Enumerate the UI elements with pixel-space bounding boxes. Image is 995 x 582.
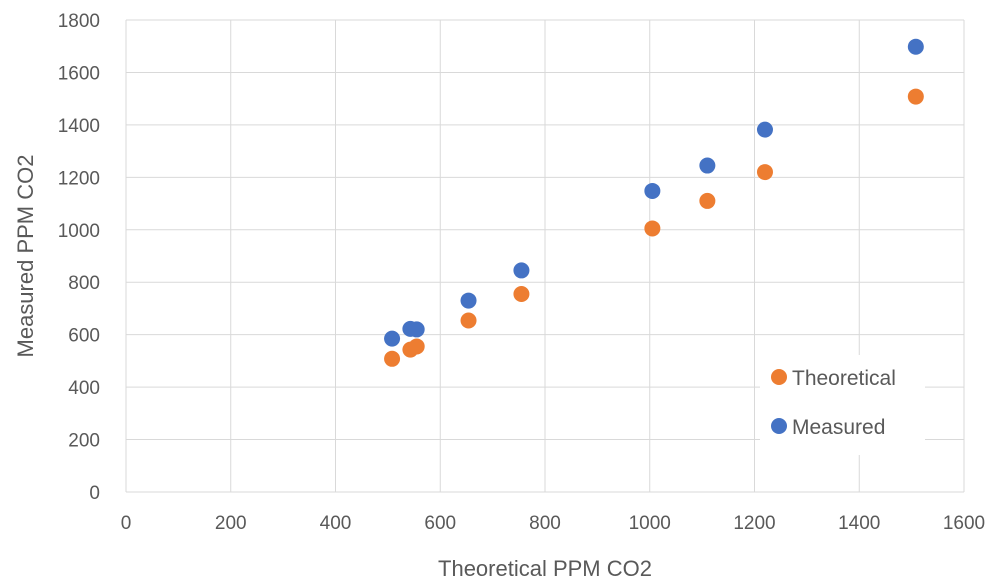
point-measured (644, 182, 661, 199)
x-tick-label: 800 (529, 513, 561, 534)
x-tick-label: 200 (215, 513, 247, 534)
point-theoretical (756, 164, 773, 181)
legend-marker-theoretical (771, 369, 787, 385)
x-tick-label: 0 (121, 513, 132, 534)
x-tick-label: 600 (424, 513, 456, 534)
point-theoretical (408, 338, 425, 355)
y-tick-label: 1200 (58, 168, 100, 189)
y-tick-label: 1400 (58, 116, 100, 137)
point-measured (513, 262, 530, 279)
y-tick-label: 200 (68, 431, 100, 452)
y-tick-label: 1600 (58, 63, 100, 84)
point-theoretical (513, 286, 530, 303)
point-measured (756, 121, 773, 138)
point-theoretical (644, 220, 661, 237)
data-points (384, 38, 924, 367)
point-theoretical (699, 192, 716, 209)
y-axis-ticks: 0 200 400 600 800 1000 1200 1400 1600 1800 (58, 11, 100, 504)
point-measured (460, 292, 477, 309)
y-tick-label: 0 (89, 483, 100, 504)
x-tick-label: 400 (320, 513, 352, 534)
legend-label-theoretical: Theoretical (792, 367, 896, 390)
y-tick-label: 1800 (58, 11, 100, 32)
y-tick-label: 800 (68, 273, 100, 294)
y-tick-label: 600 (68, 326, 100, 347)
x-axis-title: Theoretical PPM CO2 (438, 556, 652, 581)
x-tick-label: 1600 (943, 513, 985, 534)
grid (125, 19, 965, 493)
legend: Theoretical Measured (760, 355, 925, 455)
y-tick-label: 1000 (58, 221, 100, 242)
legend-background (760, 355, 925, 455)
legend-marker-measured (771, 418, 787, 434)
point-theoretical (907, 88, 924, 105)
point-measured (699, 157, 716, 174)
y-tick-label: 400 (68, 378, 100, 399)
y-axis-title: Measured PPM CO2 (13, 155, 38, 358)
x-tick-label: 1000 (629, 513, 671, 534)
x-axis-ticks: 0 200 400 600 800 1000 1200 1400 1600 (121, 513, 985, 534)
point-measured (408, 321, 425, 338)
point-measured (384, 330, 401, 347)
x-tick-label: 1400 (838, 513, 880, 534)
point-theoretical (384, 350, 401, 367)
point-measured (907, 38, 924, 55)
legend-label-measured: Measured (792, 416, 885, 439)
point-theoretical (460, 312, 477, 329)
x-tick-label: 1200 (733, 513, 775, 534)
